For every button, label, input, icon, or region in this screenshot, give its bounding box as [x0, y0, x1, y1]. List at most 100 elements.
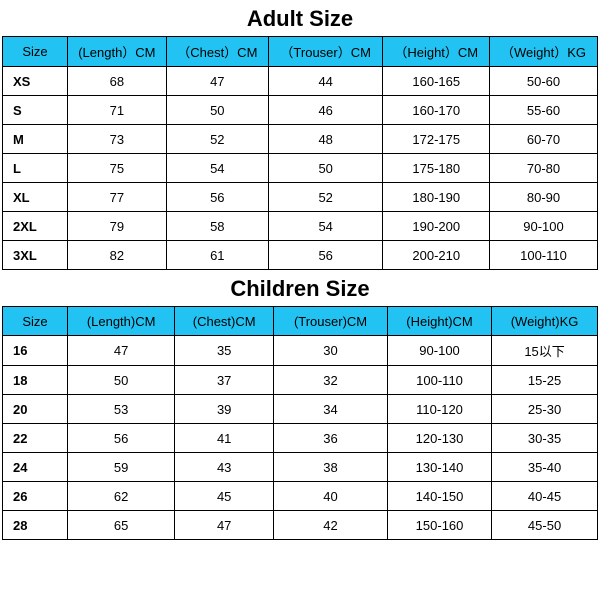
adult-cell: 58 — [166, 212, 268, 241]
children-cell: 53 — [68, 395, 175, 424]
adult-col-0: Size — [3, 37, 68, 67]
children-cell: 25-30 — [492, 395, 598, 424]
adult-cell: M — [3, 125, 68, 154]
children-col-0: Size — [3, 307, 68, 336]
adult-cell: 2XL — [3, 212, 68, 241]
adult-cell: XS — [3, 67, 68, 96]
children-cell: 140-150 — [387, 482, 491, 511]
adult-table: Size(Length）CM（Chest）CM（Trouser）CM（Heigh… — [2, 36, 598, 270]
children-cell: 34 — [274, 395, 388, 424]
children-row: 22564136120-13030-35 — [3, 424, 598, 453]
children-cell: 100-110 — [387, 366, 491, 395]
adult-cell: S — [3, 96, 68, 125]
children-cell: 110-120 — [387, 395, 491, 424]
adult-cell: 60-70 — [489, 125, 597, 154]
children-cell: 36 — [274, 424, 388, 453]
adult-cell: 55-60 — [489, 96, 597, 125]
children-col-1: (Length)CM — [68, 307, 175, 336]
children-cell: 16 — [3, 336, 68, 366]
adult-cell: 75 — [68, 154, 167, 183]
children-cell: 32 — [274, 366, 388, 395]
adult-cell: 172-175 — [383, 125, 490, 154]
children-table: Size(Length)CM(Chest)CM(Trouser)CM(Heigh… — [2, 306, 598, 540]
adult-col-5: （Weight）KG — [489, 37, 597, 67]
children-cell: 42 — [274, 511, 388, 540]
adult-cell: 80-90 — [489, 183, 597, 212]
adult-cell: 73 — [68, 125, 167, 154]
adult-cell: 90-100 — [489, 212, 597, 241]
children-cell: 56 — [68, 424, 175, 453]
children-row: 24594338130-14035-40 — [3, 453, 598, 482]
children-cell: 65 — [68, 511, 175, 540]
adult-col-2: （Chest）CM — [166, 37, 268, 67]
children-cell: 45-50 — [492, 511, 598, 540]
adult-row: S715046160-17055-60 — [3, 96, 598, 125]
adult-row: XL775652180-19080-90 — [3, 183, 598, 212]
children-row: 28654742150-16045-50 — [3, 511, 598, 540]
adult-cell: 61 — [166, 241, 268, 270]
adult-cell: 82 — [68, 241, 167, 270]
adult-cell: 200-210 — [383, 241, 490, 270]
children-cell: 39 — [175, 395, 274, 424]
children-cell: 41 — [175, 424, 274, 453]
children-row: 20533934110-12025-30 — [3, 395, 598, 424]
adult-title: Adult Size — [0, 0, 600, 36]
adult-cell: L — [3, 154, 68, 183]
adult-cell: 190-200 — [383, 212, 490, 241]
children-cell: 40-45 — [492, 482, 598, 511]
children-cell: 26 — [3, 482, 68, 511]
adult-row: 3XL826156200-210100-110 — [3, 241, 598, 270]
children-cell: 37 — [175, 366, 274, 395]
children-cell: 35-40 — [492, 453, 598, 482]
children-cell: 15以下 — [492, 336, 598, 366]
children-cell: 150-160 — [387, 511, 491, 540]
adult-cell: 47 — [166, 67, 268, 96]
children-col-3: (Trouser)CM — [274, 307, 388, 336]
adult-cell: XL — [3, 183, 68, 212]
adult-row: M735248172-17560-70 — [3, 125, 598, 154]
adult-cell: 56 — [166, 183, 268, 212]
children-cell: 24 — [3, 453, 68, 482]
adult-cell: 3XL — [3, 241, 68, 270]
children-cell: 120-130 — [387, 424, 491, 453]
adult-row: XS684744160-16550-60 — [3, 67, 598, 96]
children-cell: 45 — [175, 482, 274, 511]
adult-cell: 71 — [68, 96, 167, 125]
adult-cell: 54 — [268, 212, 383, 241]
adult-col-4: （Height）CM — [383, 37, 490, 67]
children-row: 26624540140-15040-45 — [3, 482, 598, 511]
adult-cell: 180-190 — [383, 183, 490, 212]
children-col-5: (Weight)KG — [492, 307, 598, 336]
children-cell: 28 — [3, 511, 68, 540]
adult-col-3: （Trouser）CM — [268, 37, 383, 67]
adult-cell: 56 — [268, 241, 383, 270]
adult-cell: 50-60 — [489, 67, 597, 96]
children-cell: 30-35 — [492, 424, 598, 453]
children-cell: 20 — [3, 395, 68, 424]
adult-cell: 175-180 — [383, 154, 490, 183]
adult-col-1: (Length）CM — [68, 37, 167, 67]
adult-cell: 68 — [68, 67, 167, 96]
adult-cell: 160-170 — [383, 96, 490, 125]
children-cell: 62 — [68, 482, 175, 511]
children-cell: 59 — [68, 453, 175, 482]
children-col-2: (Chest)CM — [175, 307, 274, 336]
adult-cell: 52 — [268, 183, 383, 212]
adult-cell: 52 — [166, 125, 268, 154]
children-row: 1647353090-10015以下 — [3, 336, 598, 366]
adult-cell: 54 — [166, 154, 268, 183]
adult-row: L755450175-18070-80 — [3, 154, 598, 183]
children-cell: 47 — [68, 336, 175, 366]
adult-cell: 50 — [268, 154, 383, 183]
children-cell: 47 — [175, 511, 274, 540]
adult-cell: 70-80 — [489, 154, 597, 183]
children-cell: 130-140 — [387, 453, 491, 482]
children-cell: 90-100 — [387, 336, 491, 366]
children-cell: 43 — [175, 453, 274, 482]
children-cell: 22 — [3, 424, 68, 453]
children-cell: 18 — [3, 366, 68, 395]
adult-row: 2XL795854190-20090-100 — [3, 212, 598, 241]
adult-cell: 50 — [166, 96, 268, 125]
adult-cell: 48 — [268, 125, 383, 154]
children-cell: 50 — [68, 366, 175, 395]
